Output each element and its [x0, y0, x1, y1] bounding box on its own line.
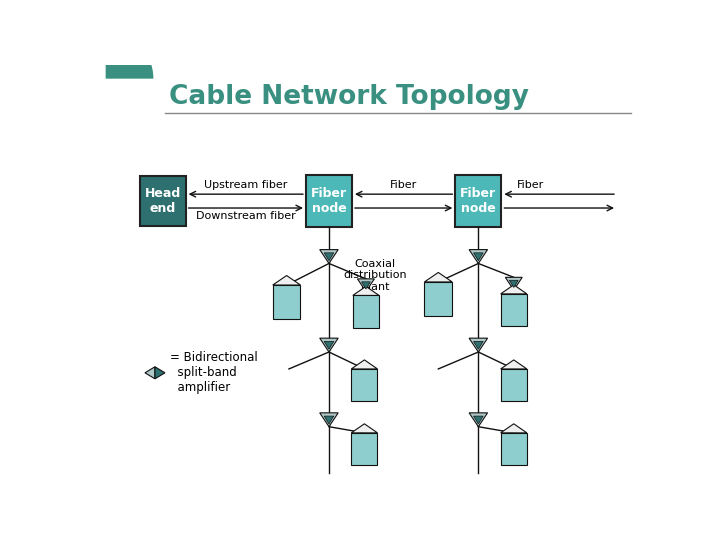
Bar	[273, 285, 300, 319]
Polygon shape	[145, 367, 155, 379]
Polygon shape	[351, 360, 377, 369]
Polygon shape	[353, 286, 379, 295]
Polygon shape	[351, 424, 377, 433]
Text: Head
end: Head end	[145, 187, 181, 215]
Polygon shape	[500, 424, 527, 433]
Bar	[351, 369, 377, 401]
Text: Downstream fiber: Downstream fiber	[196, 211, 296, 221]
Text: Fiber
node: Fiber node	[311, 187, 347, 215]
Bar	[455, 175, 501, 227]
Text: Coaxial
distribution
plant: Coaxial distribution plant	[343, 259, 407, 292]
Bar	[353, 295, 379, 328]
Text: Fiber: Fiber	[517, 180, 544, 190]
Polygon shape	[469, 249, 487, 264]
Polygon shape	[361, 282, 370, 289]
Polygon shape	[474, 416, 483, 424]
Polygon shape	[474, 253, 483, 261]
Polygon shape	[509, 280, 518, 287]
Polygon shape	[505, 278, 522, 290]
Polygon shape	[425, 273, 452, 282]
Polygon shape	[357, 279, 374, 292]
Text: Upstream fiber: Upstream fiber	[204, 180, 287, 190]
Wedge shape	[106, 31, 153, 79]
Polygon shape	[324, 341, 334, 349]
Text: Fiber
node: Fiber node	[460, 187, 496, 215]
Polygon shape	[273, 275, 300, 285]
Text: Fiber: Fiber	[390, 180, 418, 190]
Bar	[306, 175, 352, 227]
Text: = Bidirectional
  split-band
  amplifier: = Bidirectional split-band amplifier	[171, 352, 258, 394]
Polygon shape	[469, 413, 487, 427]
Polygon shape	[469, 338, 487, 352]
Bar	[500, 294, 527, 326]
Polygon shape	[320, 249, 338, 264]
Bar	[351, 433, 377, 465]
Bar	[500, 433, 527, 465]
Polygon shape	[320, 338, 338, 352]
Polygon shape	[324, 416, 334, 424]
Bar	[425, 282, 452, 316]
Bar	[500, 369, 527, 401]
Text: Cable Network Topology: Cable Network Topology	[168, 84, 528, 110]
Polygon shape	[155, 367, 165, 379]
Polygon shape	[320, 413, 338, 427]
Polygon shape	[500, 285, 527, 294]
Polygon shape	[324, 253, 334, 261]
Bar	[140, 177, 186, 226]
Polygon shape	[474, 341, 483, 349]
Polygon shape	[500, 360, 527, 369]
